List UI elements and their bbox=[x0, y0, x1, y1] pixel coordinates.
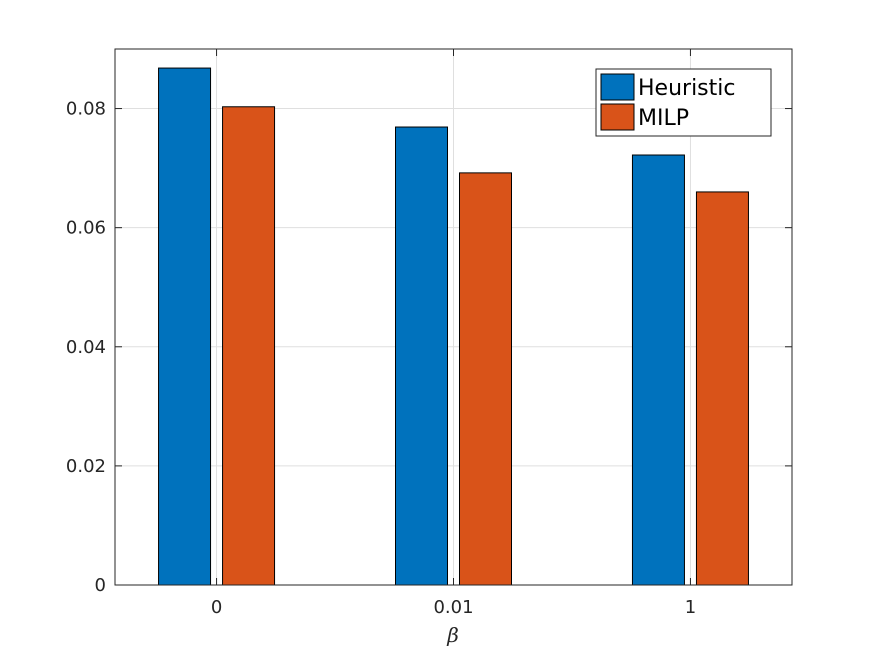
y-tick-labels: 0 0.02 0.04 0.06 0.08 bbox=[66, 99, 106, 596]
bar-heuristic-0.01 bbox=[395, 126, 448, 586]
bar-milp-0.01 bbox=[459, 172, 512, 586]
y-tick-label: 0.06 bbox=[66, 218, 106, 239]
legend-label-milp: MILP bbox=[638, 106, 689, 131]
legend-swatch-heuristic bbox=[600, 73, 635, 101]
y-tick-label: 0.08 bbox=[66, 99, 106, 120]
bars bbox=[158, 67, 749, 586]
y-tick-label: 0.02 bbox=[66, 456, 106, 477]
bar-milp-0 bbox=[222, 106, 276, 586]
axis-ticks bbox=[115, 49, 792, 586]
y-tick-label: 0.04 bbox=[66, 337, 106, 358]
legend-label-heuristic: Heuristic bbox=[638, 76, 735, 101]
y-tick-label: 0 bbox=[95, 575, 106, 596]
x-tick-label: 1 bbox=[685, 597, 696, 618]
legend-swatch-milp bbox=[600, 103, 635, 131]
x-tick-label: 0.01 bbox=[433, 597, 473, 618]
bar-milp-1 bbox=[695, 191, 749, 586]
bar-heuristic-1 bbox=[631, 154, 685, 586]
x-tick-label: 0 bbox=[211, 597, 222, 618]
x-tick-labels: 0 0.01 1 bbox=[211, 597, 696, 618]
bar-heuristic-0 bbox=[158, 67, 212, 586]
x-axis-label: β bbox=[446, 623, 459, 647]
legend: Heuristic MILP bbox=[595, 68, 772, 137]
